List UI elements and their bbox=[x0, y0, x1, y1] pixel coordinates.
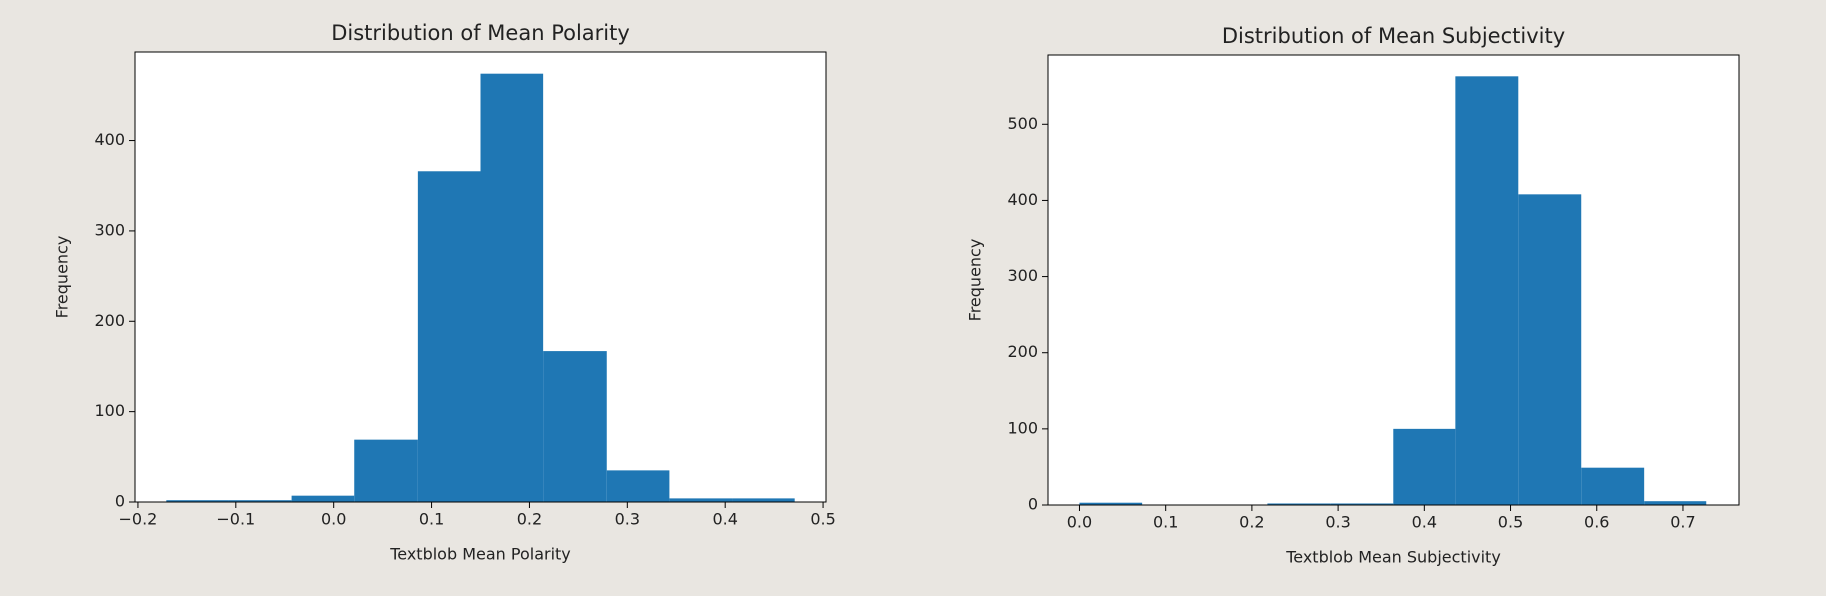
bar bbox=[354, 439, 418, 502]
chart-title: Distribution of Mean Polarity bbox=[331, 21, 630, 45]
x-axis-label: Textblob Mean Polarity bbox=[389, 545, 571, 564]
bar bbox=[417, 171, 481, 503]
y-tick-label: 300 bbox=[1007, 266, 1038, 285]
y-tick-label: 200 bbox=[1007, 342, 1038, 361]
x-tick-label: 0.2 bbox=[1239, 513, 1264, 532]
bar bbox=[669, 498, 733, 502]
x-tick-label: 0.1 bbox=[419, 510, 444, 529]
y-tick-label: 0 bbox=[1028, 495, 1038, 514]
y-axis-label: Frequency bbox=[966, 239, 985, 322]
bar bbox=[1393, 428, 1456, 505]
bar bbox=[1267, 503, 1331, 505]
x-axis-label: Textblob Mean Subjectivity bbox=[1285, 548, 1501, 567]
chart-title: Distribution of Mean Subjectivity bbox=[1222, 24, 1565, 48]
x-tick-label: 0.0 bbox=[321, 510, 346, 529]
bar bbox=[291, 495, 355, 502]
y-axis-label: Frequency bbox=[53, 236, 72, 319]
x-tick-label: 0.5 bbox=[810, 510, 835, 529]
y-tick-label: 500 bbox=[1007, 114, 1038, 133]
bar bbox=[1644, 501, 1707, 505]
bar bbox=[166, 500, 229, 502]
bar bbox=[1455, 76, 1519, 505]
y-tick-label: 300 bbox=[94, 220, 125, 239]
x-tick-label: 0.4 bbox=[712, 510, 737, 529]
bar bbox=[1079, 502, 1143, 505]
y-tick-label: 100 bbox=[94, 401, 125, 420]
x-tick-label: 0.4 bbox=[1412, 513, 1437, 532]
bar bbox=[606, 470, 670, 502]
bar bbox=[1518, 194, 1582, 506]
bar bbox=[1581, 467, 1645, 505]
x-tick-label: 0.5 bbox=[1498, 513, 1523, 532]
x-tick-label: −0.1 bbox=[216, 510, 255, 529]
y-tick-label: 400 bbox=[94, 130, 125, 149]
axes-frame bbox=[134, 51, 827, 503]
x-tick-label: 0.3 bbox=[615, 510, 640, 529]
x-tick-label: 0.6 bbox=[1584, 513, 1609, 532]
x-tick-label: 0.1 bbox=[1153, 513, 1178, 532]
y-tick-label: 200 bbox=[94, 311, 125, 330]
bar bbox=[1330, 503, 1394, 505]
x-tick-label: 0.7 bbox=[1670, 513, 1695, 532]
x-tick-label: −0.2 bbox=[119, 510, 158, 529]
axes-frame bbox=[1047, 54, 1740, 506]
bar bbox=[543, 351, 607, 502]
bar bbox=[732, 498, 795, 502]
bar bbox=[228, 500, 292, 502]
subplot: −0.2 −0.1 0.0 0.1 0.2 0.3 0.4 0.5 0 100 200 300 400 D… bbox=[53, 21, 836, 564]
subplot: 0.0 0.1 0.2 0.3 0.4 0.5 0.6 0.7 0 100 200 300 400 500… bbox=[966, 24, 1740, 567]
y-tick-label: 400 bbox=[1007, 190, 1038, 209]
bar bbox=[480, 73, 544, 503]
y-tick-label: 0 bbox=[115, 492, 125, 511]
x-tick-label: 0.2 bbox=[517, 510, 542, 529]
x-tick-label: 0.0 bbox=[1067, 513, 1092, 532]
y-tick-label: 100 bbox=[1007, 418, 1038, 437]
x-tick-label: 0.3 bbox=[1325, 513, 1350, 532]
